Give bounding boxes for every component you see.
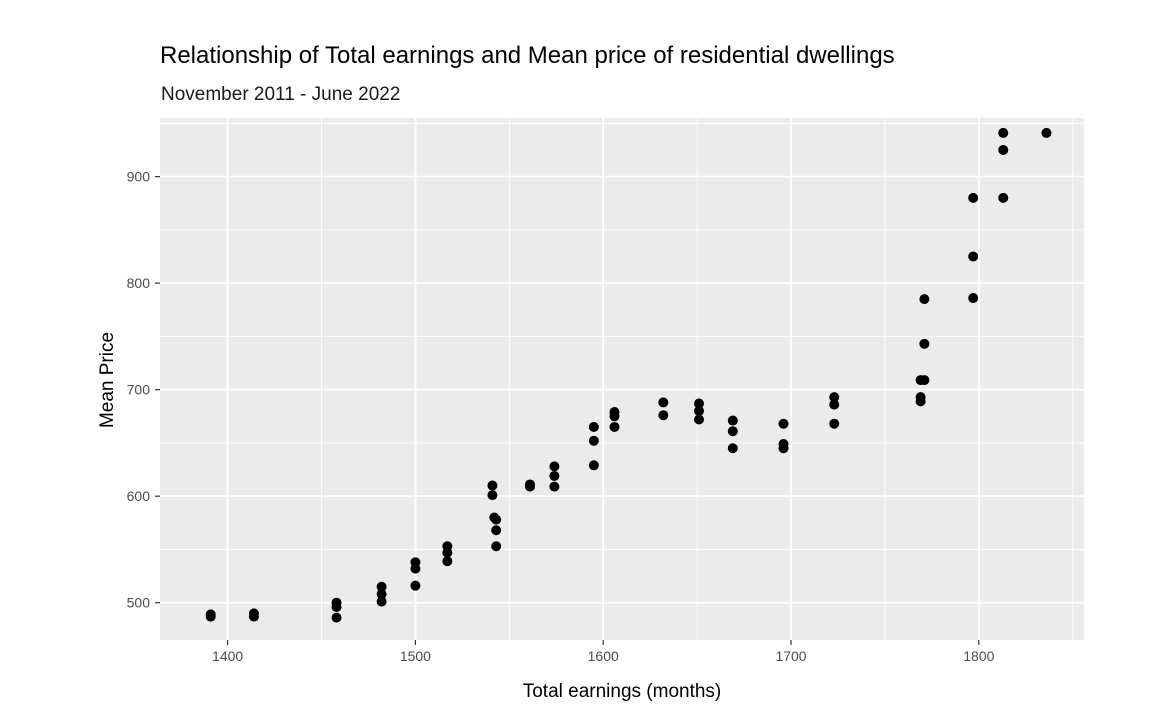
- data-point: [998, 192, 1009, 203]
- data-point: [998, 127, 1009, 138]
- data-point: [998, 144, 1009, 155]
- data-point: [487, 490, 498, 501]
- data-point: [694, 405, 704, 416]
- x-tick-label: 1600: [588, 648, 619, 664]
- y-tick-label: 900: [127, 169, 151, 185]
- data-point: [442, 547, 453, 558]
- data-point: [588, 460, 599, 471]
- data-point: [829, 399, 840, 410]
- major-gridlines: [160, 118, 1084, 640]
- data-point: [205, 611, 216, 622]
- y-axis-title: Mean Price: [97, 332, 118, 428]
- data-point: [248, 611, 259, 622]
- x-axis-title: Total earnings (months): [523, 681, 722, 702]
- data-points: [205, 127, 1052, 623]
- data-point: [727, 415, 738, 426]
- data-point: [410, 563, 421, 574]
- data-point: [968, 293, 979, 304]
- data-point: [376, 596, 387, 607]
- y-tick-label: 800: [127, 275, 151, 291]
- data-point: [491, 525, 502, 536]
- y-tick-label: 700: [127, 382, 151, 398]
- x-tick-label: 1500: [400, 648, 431, 664]
- data-point: [778, 443, 789, 454]
- y-tick-label: 600: [127, 488, 151, 504]
- data-point: [919, 338, 930, 349]
- data-point: [491, 541, 502, 552]
- data-point: [609, 411, 620, 422]
- data-point: [524, 481, 535, 492]
- data-point: [727, 443, 738, 454]
- chart-subtitle: November 2011 - June 2022: [161, 84, 401, 105]
- data-point: [919, 294, 930, 305]
- data-point: [778, 418, 789, 429]
- data-point: [549, 461, 560, 472]
- data-point: [694, 398, 704, 409]
- data-point: [549, 470, 560, 481]
- data-point: [658, 397, 669, 408]
- data-point: [376, 581, 387, 592]
- data-point: [968, 251, 979, 262]
- data-point: [588, 435, 599, 446]
- axis-ticks: 1400 1500 1600 1700 1800 500 600 700 800 900: [127, 169, 995, 664]
- data-point: [829, 392, 840, 403]
- data-point: [694, 414, 704, 425]
- data-point: [658, 410, 669, 421]
- data-point: [410, 580, 421, 591]
- x-tick-label: 1700: [775, 648, 806, 664]
- data-point: [331, 601, 342, 612]
- x-tick-label: 1800: [963, 648, 994, 664]
- data-point: [549, 481, 560, 492]
- data-point: [331, 612, 342, 623]
- minor-gridlines: [160, 118, 1084, 640]
- data-point: [588, 421, 599, 432]
- y-tick-label: 500: [127, 595, 151, 611]
- data-point: [919, 375, 930, 386]
- data-point: [487, 480, 498, 491]
- data-point: [727, 426, 738, 437]
- data-point: [442, 556, 453, 567]
- data-point: [829, 418, 840, 429]
- data-point: [376, 589, 387, 600]
- data-point: [1041, 127, 1052, 138]
- data-point: [915, 396, 926, 407]
- x-tick-label: 1400: [212, 648, 243, 664]
- plot-panel: [160, 118, 1084, 640]
- chart-title: Relationship of Total earnings and Mean …: [160, 42, 895, 69]
- data-point: [491, 514, 502, 525]
- data-point: [968, 192, 979, 203]
- data-point: [609, 421, 620, 432]
